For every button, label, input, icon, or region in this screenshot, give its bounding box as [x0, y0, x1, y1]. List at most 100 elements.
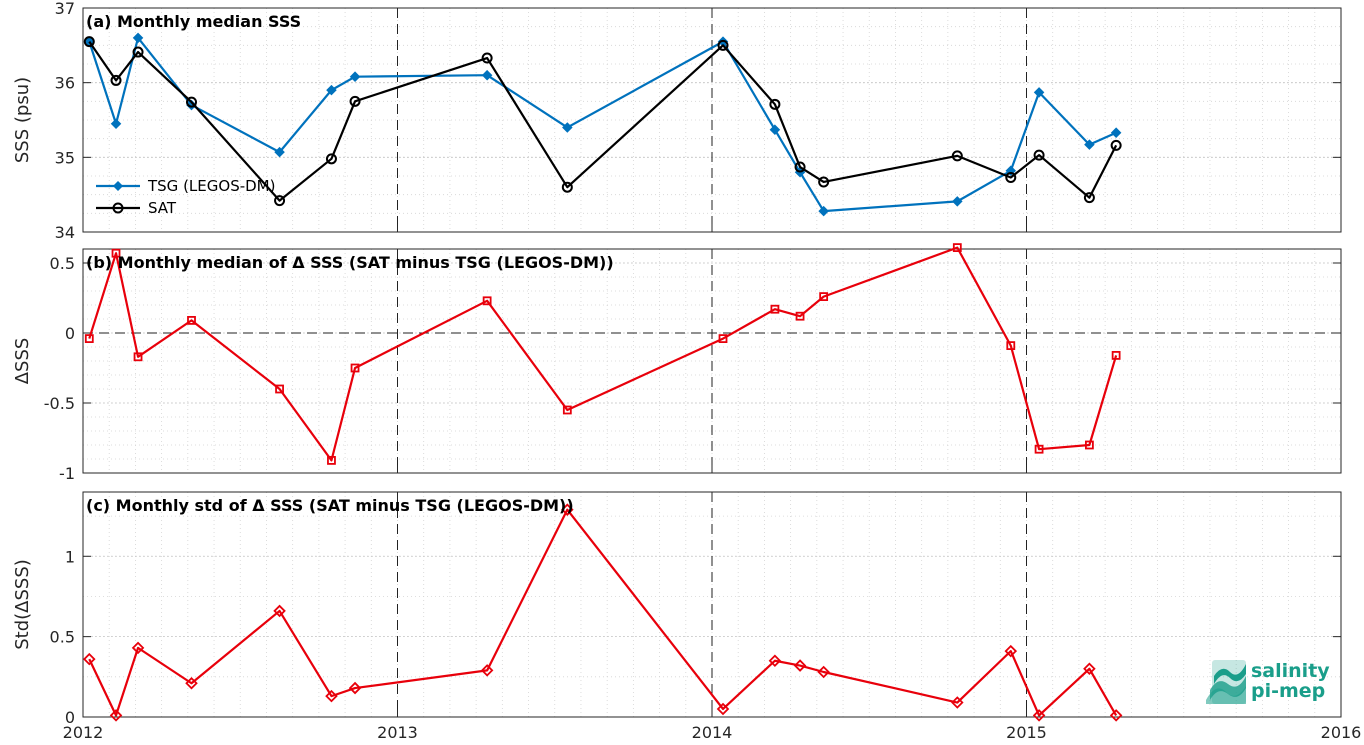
- panel-a: 34 35 36 37 SSS (psu) (a) Monthly median SSS: [12, 0, 1342, 242]
- data-point: [133, 352, 143, 362]
- data-point: [186, 96, 198, 108]
- x-tick-label: 2013: [377, 723, 418, 742]
- legend-label: TSG (LEGOS-DM): [147, 177, 275, 195]
- data-point: [348, 681, 362, 695]
- data-point: [794, 161, 806, 173]
- data-point: [562, 405, 572, 415]
- data-point: [132, 46, 144, 58]
- y-tick-label: 36: [55, 74, 75, 93]
- y-tick-label: 0.5: [50, 628, 75, 647]
- data-point: [819, 292, 829, 302]
- x-tick-label: 2016: [1321, 723, 1362, 742]
- data-point: [1083, 192, 1095, 204]
- data-point: [83, 36, 95, 48]
- data-point: [769, 98, 781, 110]
- data-point: [952, 243, 962, 253]
- data-point: [1005, 171, 1017, 183]
- data-point: [132, 32, 144, 44]
- data-point: [83, 652, 96, 666]
- legend: TSG (LEGOS-DM) SAT: [96, 177, 275, 217]
- wave-logo-icon: [1206, 660, 1246, 704]
- panel-c: 0 0.5 1 2012 2013 2014 2015 2016 Std(ΔSSS) (c) Mo…: [12, 491, 1362, 742]
- data-point: [818, 205, 829, 217]
- data-point: [350, 363, 360, 373]
- data-point: [273, 604, 286, 618]
- data-point: [793, 659, 807, 672]
- panel-b: -1 -0.5 0 0.5 ΔSSS (b) Monthly median of Δ SS…: [12, 243, 1342, 483]
- data-point: [349, 95, 361, 107]
- data-point: [481, 69, 493, 81]
- data-point: [768, 654, 782, 668]
- legend-marker: [112, 202, 124, 214]
- y-axis-label: Std(ΔSSS): [12, 559, 33, 650]
- legend-label: SAT: [148, 199, 177, 217]
- data-point: [131, 641, 145, 655]
- logo-line1: salinity: [1251, 660, 1330, 682]
- logo-line2: pi-mep: [1251, 680, 1325, 702]
- x-tick-label: 2015: [1006, 723, 1047, 742]
- data-point: [817, 665, 830, 679]
- y-tick-label: 34: [55, 223, 75, 242]
- data-point: [1004, 644, 1018, 658]
- data-point: [480, 664, 494, 677]
- data-point: [561, 503, 574, 516]
- data-point: [274, 195, 286, 207]
- y-axis-label: ΔSSS: [12, 338, 33, 385]
- data-point: [1033, 87, 1045, 98]
- series-line: [88, 508, 1118, 717]
- data-point: [482, 296, 492, 306]
- y-tick-label: 0: [65, 324, 75, 343]
- data-point: [951, 696, 964, 709]
- data-point: [327, 455, 336, 465]
- panel-title: (b) Monthly median of Δ SSS (SAT minus T…: [86, 253, 614, 272]
- data-point: [1109, 709, 1123, 722]
- data-point: [326, 84, 337, 96]
- y-tick-label: -0.5: [44, 394, 75, 413]
- data-point: [952, 196, 963, 207]
- data-point: [325, 153, 337, 165]
- pimep-logo: salinity pi-mep: [1206, 660, 1330, 704]
- data-point: [1110, 139, 1122, 151]
- data-point: [1006, 341, 1016, 351]
- data-point: [718, 334, 728, 344]
- data-point: [109, 709, 123, 722]
- data-point: [185, 676, 198, 690]
- data-point: [481, 52, 493, 64]
- x-tick-label: 2012: [63, 723, 104, 742]
- data-point: [795, 311, 805, 321]
- panel-title: (c) Monthly std of Δ SSS (SAT minus TSG …: [86, 496, 574, 515]
- series-line: [88, 246, 1118, 462]
- data-point: [1110, 127, 1122, 138]
- data-point: [1083, 662, 1096, 676]
- data-point: [274, 146, 285, 158]
- data-point: [769, 124, 781, 135]
- data-point: [770, 304, 780, 314]
- data-point: [1111, 350, 1121, 360]
- data-point: [818, 176, 830, 188]
- x-tick-label: 2014: [692, 723, 733, 742]
- y-axis-label: SSS (psu): [12, 77, 33, 163]
- panel-title: (a) Monthly median SSS: [86, 12, 301, 31]
- data-point: [1085, 440, 1094, 450]
- data-point: [111, 248, 121, 258]
- data-point: [717, 39, 729, 51]
- y-tick-label: 37: [55, 0, 75, 18]
- data-point: [951, 150, 963, 162]
- data-point: [349, 71, 361, 82]
- y-tick-label: 35: [55, 148, 75, 167]
- y-tick-label: -1: [59, 464, 75, 483]
- data-point: [1084, 139, 1095, 150]
- data-point: [561, 181, 573, 193]
- data-point: [325, 689, 338, 703]
- y-tick-label: 0: [65, 708, 75, 727]
- data-point: [716, 702, 730, 716]
- data-point: [1032, 709, 1046, 722]
- y-tick-label: 1: [65, 547, 75, 566]
- data-point: [110, 118, 122, 130]
- data-point: [562, 122, 573, 133]
- data-point: [110, 74, 122, 86]
- legend-marker: [112, 180, 124, 192]
- data-point: [1033, 149, 1045, 161]
- data-point: [187, 315, 196, 325]
